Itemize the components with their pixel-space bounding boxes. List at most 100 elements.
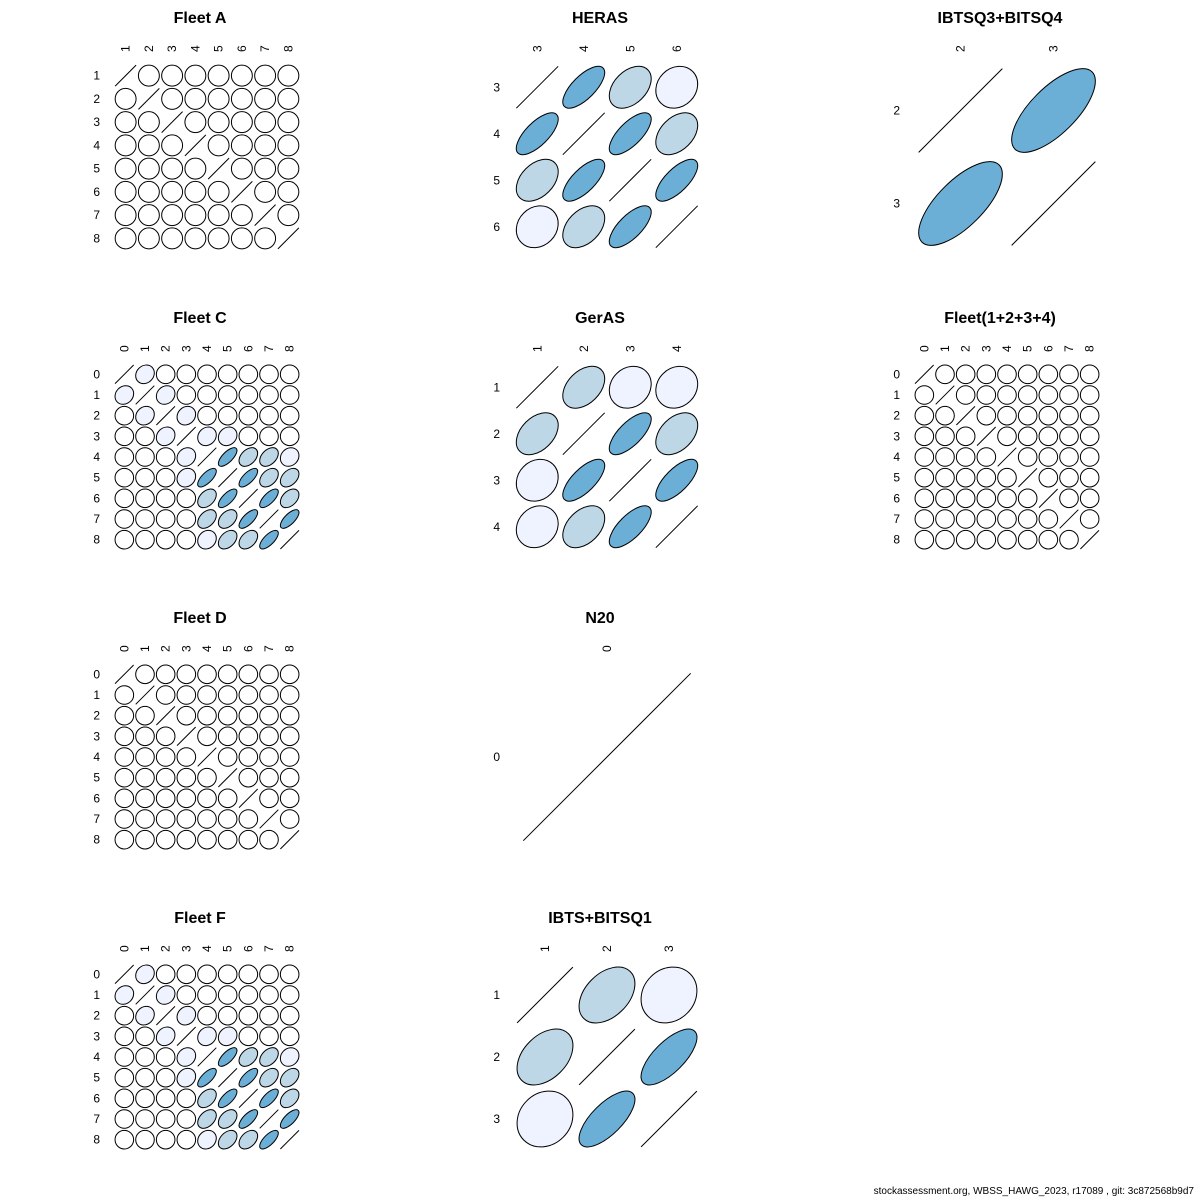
correlation-ellipse bbox=[259, 447, 279, 467]
correlation-ellipse bbox=[217, 447, 238, 467]
column-label: 2 bbox=[142, 45, 156, 52]
correlation-ellipse bbox=[217, 985, 238, 1005]
correlation-ellipse bbox=[217, 488, 238, 509]
correlation-ellipse bbox=[578, 1090, 636, 1148]
correlation-ellipse bbox=[277, 134, 300, 157]
row-label: 8 bbox=[893, 533, 900, 547]
correlation-ellipse bbox=[997, 426, 1017, 447]
correlation-ellipse bbox=[259, 1088, 279, 1109]
correlation-ellipse bbox=[176, 1005, 197, 1026]
correlation-ellipse bbox=[114, 809, 135, 829]
correlation-ellipse bbox=[238, 964, 259, 985]
correlation-ellipse bbox=[1017, 405, 1038, 426]
correlation-ellipse bbox=[935, 405, 955, 426]
correlation-ellipse bbox=[279, 726, 300, 747]
diagonal-line bbox=[280, 830, 300, 850]
correlation-ellipse bbox=[135, 405, 155, 426]
diagonal-line bbox=[608, 458, 652, 502]
correlation-ellipse bbox=[955, 426, 976, 447]
correlation-ellipse bbox=[217, 809, 238, 829]
correlation-ellipse bbox=[277, 157, 300, 180]
correlation-ellipse bbox=[562, 205, 606, 249]
column-label: 3 bbox=[979, 345, 993, 352]
correlation-ellipse bbox=[230, 204, 253, 227]
correlation-ellipse bbox=[279, 385, 300, 405]
correlation-ellipse bbox=[259, 467, 279, 488]
correlation-ellipse bbox=[1011, 68, 1096, 153]
column-label: 8 bbox=[283, 645, 297, 652]
correlation-ellipse bbox=[1059, 364, 1079, 385]
correlation-ellipse bbox=[176, 364, 197, 385]
row-label: 0 bbox=[493, 750, 500, 764]
diagonal-line bbox=[277, 227, 300, 250]
correlation-ellipse bbox=[914, 385, 935, 405]
correlation-ellipse bbox=[1059, 488, 1079, 509]
panel-title: Fleet D bbox=[173, 610, 226, 627]
row-label: 1 bbox=[93, 388, 100, 402]
correlation-ellipse bbox=[155, 488, 176, 509]
correlation-ellipse bbox=[197, 685, 217, 705]
diagonal-line bbox=[218, 1068, 238, 1088]
correlation-ellipse bbox=[655, 412, 699, 456]
correlation-ellipse bbox=[279, 747, 300, 767]
correlation-ellipse bbox=[176, 788, 197, 809]
correlation-ellipse bbox=[135, 488, 155, 509]
correlation-ellipse bbox=[197, 664, 217, 685]
row-label: 5 bbox=[493, 173, 500, 187]
column-label: 5 bbox=[221, 345, 235, 352]
diagonal-line bbox=[197, 447, 217, 467]
column-label: 2 bbox=[159, 945, 173, 952]
column-label: 2 bbox=[577, 345, 591, 352]
correlation-ellipse bbox=[918, 161, 1003, 246]
column-label: 5 bbox=[1021, 345, 1035, 352]
correlation-ellipse bbox=[114, 157, 137, 180]
row-label: 8 bbox=[93, 833, 100, 847]
row-label: 1 bbox=[93, 69, 100, 83]
correlation-ellipse bbox=[217, 1109, 238, 1129]
correlation-ellipse bbox=[1017, 509, 1038, 529]
correlation-ellipse bbox=[562, 458, 606, 502]
row-label: 0 bbox=[93, 967, 100, 981]
correlation-ellipse bbox=[114, 529, 135, 550]
correlation-ellipse bbox=[254, 111, 277, 134]
correlation-ellipse bbox=[259, 1067, 279, 1088]
correlation-ellipse bbox=[259, 767, 279, 788]
correlation-ellipse bbox=[277, 64, 300, 87]
row-label: 3 bbox=[93, 729, 100, 743]
correlation-ellipse bbox=[114, 405, 135, 426]
correlation-ellipse bbox=[135, 447, 155, 467]
correlation-ellipse bbox=[935, 488, 955, 509]
diagonal-line bbox=[1038, 488, 1058, 508]
row-label: 5 bbox=[893, 471, 900, 485]
column-label: 6 bbox=[235, 45, 249, 52]
diagonal-line bbox=[516, 966, 574, 1024]
column-label: 5 bbox=[221, 945, 235, 952]
correlation-ellipse bbox=[279, 809, 300, 829]
correlation-ellipse bbox=[197, 1026, 217, 1047]
correlation-ellipse bbox=[176, 405, 197, 426]
diagonal-line bbox=[135, 385, 155, 405]
column-label: 5 bbox=[221, 645, 235, 652]
row-label: 0 bbox=[93, 367, 100, 381]
correlation-ellipse bbox=[135, 1129, 155, 1150]
correlation-ellipse bbox=[238, 509, 259, 529]
row-label: 0 bbox=[93, 667, 100, 681]
correlation-ellipse bbox=[976, 509, 997, 529]
correlation-ellipse bbox=[135, 788, 155, 809]
correlation-ellipse bbox=[238, 1067, 259, 1088]
correlation-ellipse bbox=[114, 509, 135, 529]
correlation-ellipse bbox=[176, 1067, 197, 1088]
diagonal-line bbox=[114, 364, 134, 384]
correlation-ellipse bbox=[197, 426, 217, 447]
panel-title: N20 bbox=[585, 610, 614, 627]
correlation-ellipse bbox=[279, 685, 300, 705]
column-label: 2 bbox=[959, 345, 973, 352]
correlation-ellipse bbox=[114, 788, 135, 809]
correlation-ellipse bbox=[279, 1109, 300, 1129]
correlation-ellipse bbox=[114, 726, 135, 747]
correlation-ellipse bbox=[155, 1088, 176, 1109]
row-label: 8 bbox=[93, 533, 100, 547]
correlation-ellipse bbox=[176, 664, 197, 685]
diagonal-line bbox=[1080, 530, 1100, 550]
correlation-ellipse bbox=[578, 966, 636, 1024]
